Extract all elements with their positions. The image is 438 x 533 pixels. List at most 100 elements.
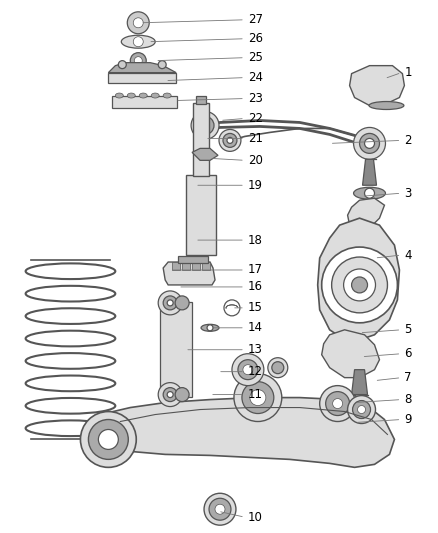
Circle shape [204, 493, 236, 525]
Bar [193, 102, 209, 176]
Bar [172, 262, 180, 270]
Circle shape [332, 399, 343, 409]
Circle shape [127, 12, 149, 34]
Text: 26: 26 [248, 32, 263, 45]
Text: 3: 3 [404, 187, 412, 200]
Circle shape [321, 247, 397, 323]
Text: 11: 11 [248, 388, 263, 401]
Polygon shape [192, 148, 218, 160]
Text: 4: 4 [404, 248, 412, 262]
Circle shape [243, 365, 253, 375]
Circle shape [332, 257, 388, 313]
Circle shape [158, 291, 182, 315]
Circle shape [81, 411, 136, 467]
Circle shape [130, 53, 146, 69]
Circle shape [320, 385, 356, 422]
Circle shape [118, 61, 126, 69]
Text: 23: 23 [248, 92, 263, 105]
Circle shape [326, 392, 350, 416]
Circle shape [163, 387, 177, 401]
Ellipse shape [346, 415, 374, 424]
Polygon shape [348, 198, 385, 230]
Text: 25: 25 [248, 51, 263, 64]
Text: 13: 13 [248, 343, 263, 356]
Circle shape [356, 416, 364, 424]
Circle shape [219, 130, 241, 151]
Text: 8: 8 [404, 393, 412, 406]
Text: 7: 7 [404, 371, 412, 384]
Ellipse shape [201, 324, 219, 332]
Bar [112, 95, 177, 108]
Text: 9: 9 [404, 413, 412, 426]
Circle shape [175, 387, 189, 401]
Ellipse shape [139, 93, 147, 98]
Circle shape [134, 56, 142, 64]
Circle shape [175, 296, 189, 310]
Circle shape [268, 358, 288, 378]
Ellipse shape [151, 93, 159, 98]
Text: 24: 24 [248, 71, 263, 84]
Circle shape [352, 277, 367, 293]
Text: 15: 15 [248, 301, 263, 314]
Circle shape [232, 354, 264, 385]
Text: 5: 5 [404, 324, 412, 336]
Circle shape [158, 61, 166, 69]
Circle shape [163, 296, 177, 310]
Text: 2: 2 [404, 134, 412, 147]
Circle shape [272, 362, 284, 374]
Circle shape [158, 383, 182, 407]
Polygon shape [100, 398, 395, 467]
Bar [202, 262, 210, 270]
Text: 1: 1 [404, 66, 412, 79]
Ellipse shape [353, 187, 385, 199]
Circle shape [348, 395, 375, 424]
Polygon shape [321, 330, 379, 378]
Ellipse shape [127, 93, 135, 98]
Circle shape [133, 37, 143, 47]
Circle shape [209, 498, 231, 520]
Circle shape [250, 390, 266, 406]
Ellipse shape [121, 35, 155, 48]
Circle shape [364, 139, 374, 148]
Circle shape [99, 430, 118, 449]
Circle shape [242, 382, 274, 414]
Text: 21: 21 [248, 132, 263, 145]
Text: 22: 22 [248, 112, 263, 125]
Circle shape [353, 127, 385, 159]
Circle shape [207, 325, 213, 331]
Text: 12: 12 [248, 365, 263, 378]
Bar [108, 72, 176, 83]
Polygon shape [356, 394, 364, 408]
Polygon shape [163, 262, 215, 285]
Circle shape [371, 442, 377, 448]
Polygon shape [363, 159, 377, 185]
Circle shape [223, 133, 237, 148]
Polygon shape [350, 66, 404, 106]
Bar [196, 95, 206, 103]
Polygon shape [108, 63, 176, 72]
Bar [186, 175, 216, 255]
Text: 27: 27 [248, 13, 263, 26]
Circle shape [227, 138, 233, 143]
Bar [182, 262, 190, 270]
Ellipse shape [163, 93, 171, 98]
Text: 20: 20 [248, 154, 263, 167]
Bar [192, 262, 200, 270]
Circle shape [343, 269, 375, 301]
Circle shape [364, 188, 374, 198]
Text: 17: 17 [248, 263, 263, 277]
Circle shape [224, 300, 240, 316]
Circle shape [360, 133, 379, 154]
Circle shape [201, 122, 209, 130]
Text: 10: 10 [248, 511, 263, 524]
Circle shape [133, 18, 143, 28]
Text: 18: 18 [248, 233, 263, 247]
Text: 16: 16 [248, 280, 263, 294]
Circle shape [234, 374, 282, 422]
Circle shape [357, 406, 366, 414]
Circle shape [215, 504, 225, 514]
Text: 14: 14 [248, 321, 263, 334]
Text: 19: 19 [248, 179, 263, 192]
Bar [160, 302, 192, 397]
Ellipse shape [115, 93, 124, 98]
